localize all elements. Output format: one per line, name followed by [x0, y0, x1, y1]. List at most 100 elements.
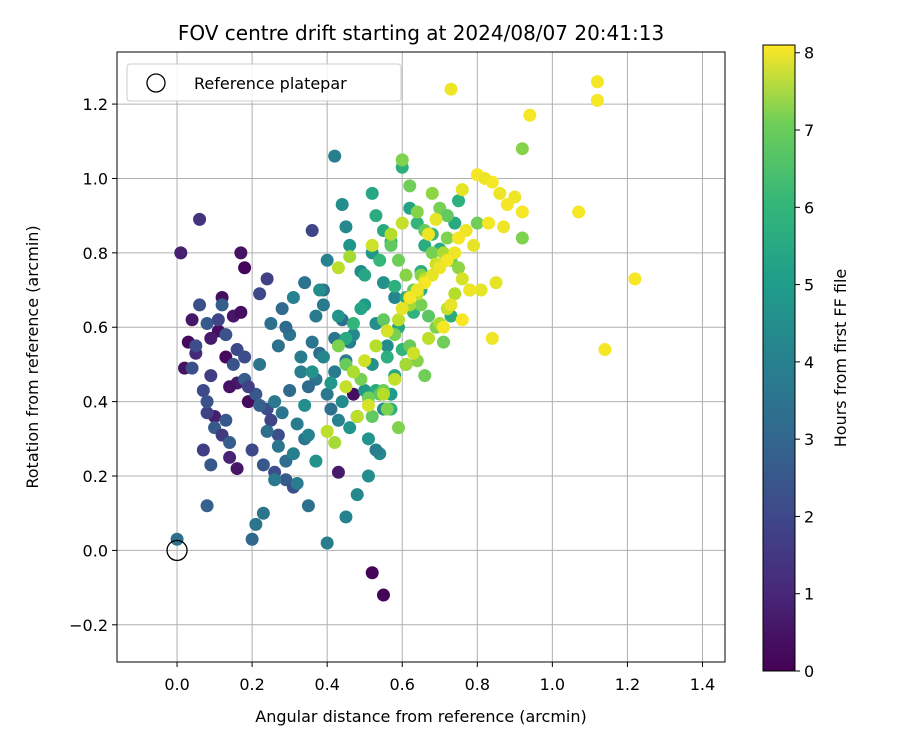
scatter-point: [286, 290, 300, 304]
scatter-point: [196, 383, 210, 397]
scatter-point: [482, 216, 496, 230]
scatter-point: [598, 343, 612, 357]
scatter-point: [256, 458, 270, 472]
scatter-point: [463, 283, 477, 297]
scatter-point: [309, 309, 323, 323]
scatter-point: [189, 339, 203, 353]
scatter-point: [249, 517, 263, 531]
colorbar-tick-label: 0: [804, 662, 814, 681]
scatter-point: [328, 436, 342, 450]
scatter-point: [515, 142, 529, 156]
scatter-point: [328, 365, 342, 379]
scatter-point: [256, 506, 270, 520]
scatter-point: [290, 476, 304, 490]
y-tick-label: 1.2: [83, 95, 108, 114]
scatter-point: [361, 432, 375, 446]
scatter-point: [260, 424, 274, 438]
scatter-point: [572, 205, 586, 219]
scatter-point: [275, 302, 289, 316]
reference-platepar-marker: [166, 539, 188, 562]
scatter-point: [343, 421, 357, 435]
colorbar-tick-label: 2: [804, 507, 814, 526]
scatter-point: [343, 238, 357, 252]
scatter-point: [515, 205, 529, 219]
scatter-point: [467, 238, 481, 252]
scatter-point: [403, 179, 417, 193]
scatter-point: [590, 75, 604, 89]
scatter-point: [590, 93, 604, 107]
scatter-point: [313, 283, 327, 297]
scatter-point: [305, 224, 319, 238]
scatter-point: [234, 305, 248, 319]
scatter-point: [485, 175, 499, 189]
scatter-point: [238, 261, 252, 275]
scatter-point: [196, 443, 210, 457]
scatter-point: [200, 395, 214, 409]
scatter-point: [298, 276, 312, 290]
scatter-point: [388, 372, 402, 386]
scatter-point: [264, 317, 278, 331]
scatter-point: [271, 339, 285, 353]
scatter-point: [241, 380, 255, 394]
scatter-point: [331, 309, 345, 323]
legend-box: [126, 63, 402, 102]
scatter-point: [354, 302, 368, 316]
scatter-point: [200, 406, 214, 420]
scatter-point: [422, 309, 436, 323]
scatter-point: [376, 313, 390, 327]
colorbar-label: Hours from first FF file: [831, 269, 850, 448]
scatter-point: [455, 183, 469, 197]
scatter-point: [343, 250, 357, 264]
y-tick-label: −0.2: [69, 616, 108, 635]
scatter-point: [358, 354, 372, 368]
scatter-point: [448, 287, 462, 301]
scatter-point: [294, 365, 308, 379]
scatter-point: [335, 198, 349, 211]
scatter-point: [204, 369, 218, 383]
scatter-point: [358, 268, 372, 282]
scatter-point: [391, 253, 405, 267]
colorbar-tick-label: 4: [804, 353, 814, 372]
scatter-point: [185, 313, 199, 327]
x-tick-label: 1.4: [690, 675, 715, 694]
scatter-point: [339, 220, 353, 234]
scatter-point: [253, 287, 267, 301]
scatter-point: [238, 350, 252, 364]
scatter-point: [301, 499, 315, 513]
scatter-point: [452, 231, 466, 245]
scatter-point: [429, 212, 443, 226]
scatter-point: [455, 313, 469, 327]
scatter-point: [324, 402, 338, 416]
scatter-point: [331, 261, 345, 275]
scatter-point: [444, 82, 458, 96]
colorbar-tick-label: 7: [804, 121, 814, 140]
scatter-point: [361, 469, 375, 483]
colorbar-tick-label: 8: [804, 44, 814, 63]
scatter-point: [185, 361, 199, 375]
x-axis-label: Angular distance from reference (arcmin): [255, 707, 586, 726]
scatter-point: [523, 108, 537, 122]
scatter-point: [193, 298, 207, 312]
legend: Reference platepar: [126, 63, 402, 102]
scatter-point: [346, 365, 360, 379]
scatter-point: [373, 253, 387, 267]
scatter-point: [264, 413, 278, 427]
scatter-point: [283, 383, 297, 397]
scatter-point: [316, 350, 330, 364]
scatter-point: [174, 246, 188, 260]
scatter-point: [309, 454, 323, 468]
scatter-point: [331, 465, 345, 479]
scatter-point: [376, 387, 390, 401]
scatter-point: [497, 220, 511, 234]
x-tick-label: 0.6: [390, 675, 415, 694]
scatter-point: [395, 302, 409, 316]
scatter-point: [301, 428, 315, 442]
colorbar-tick-label: 6: [804, 198, 814, 217]
scatter-point: [365, 566, 379, 580]
scatter-point: [399, 357, 413, 371]
y-axis-label: Rotation from reference (arcmin): [23, 225, 42, 488]
scatter-point: [474, 283, 488, 297]
scatter-point: [234, 246, 248, 260]
scatter-point: [286, 447, 300, 461]
